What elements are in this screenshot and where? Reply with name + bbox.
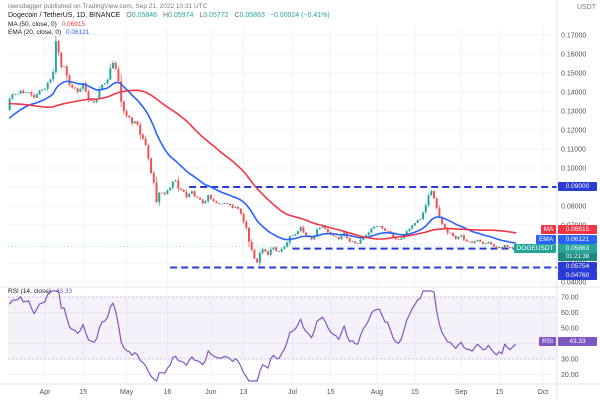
horizontal-level-lines (170, 186, 557, 269)
rsi-line (9, 290, 517, 382)
svg-text:0.17000: 0.17000 (561, 33, 586, 40)
last-price-value: 0.05863 (565, 245, 590, 252)
last-price-chip: 0.05863 01:21:38 (558, 244, 597, 261)
rsi-name-chip: RSI (539, 337, 556, 346)
svg-text:Apr: Apr (40, 389, 52, 396)
svg-text:0.10000: 0.10000 (561, 166, 586, 173)
svg-text:15: 15 (495, 389, 503, 396)
time-axis: Apr 15 May 16 Jun 13 Jul 15 Aug 15 Sep 15 Oct (40, 389, 549, 396)
svg-text:Jun: Jun (205, 389, 216, 396)
svg-text:15: 15 (79, 389, 87, 396)
svg-text:13: 13 (240, 389, 248, 396)
svg-text:0.04000: 0.04000 (561, 280, 586, 287)
ema-name-chip: EMA (536, 234, 556, 244)
level-price-chip-2: 0.05754 (558, 261, 597, 271)
ema20-line (8, 80, 517, 244)
rsi-value-chip: 43.33 (558, 337, 597, 346)
svg-text:20.00: 20.00 (561, 372, 579, 379)
svg-text:60.00: 60.00 (561, 310, 579, 317)
svg-text:0.11000: 0.11000 (561, 147, 586, 154)
svg-text:50.00: 50.00 (561, 326, 579, 333)
bar-countdown: 01:21:38 (558, 253, 597, 261)
svg-text:0.13000: 0.13000 (561, 109, 586, 116)
ma-name-chip: MA (541, 225, 556, 234)
svg-text:15: 15 (411, 389, 419, 396)
level-price-chip-3: 0.04760 (558, 271, 597, 280)
svg-text:Aug: Aug (371, 389, 384, 396)
svg-text:70.00: 70.00 (561, 295, 579, 302)
svg-text:Oct: Oct (537, 389, 548, 396)
ma50-line (8, 89, 517, 240)
ma-price-chip: 0.06915 (558, 225, 597, 234)
candlestick-series (8, 36, 517, 267)
svg-text:0.14000: 0.14000 (561, 90, 586, 97)
svg-text:Jul: Jul (288, 389, 297, 396)
svg-text:0.16000: 0.16000 (561, 52, 586, 59)
svg-text:Sep: Sep (455, 389, 468, 396)
price-axis: 0.17000 0.16000 0.15000 0.14000 0.13000 0.120… (561, 33, 586, 380)
level-price-chip-1: 0.09000 (558, 182, 597, 191)
rsi-band (8, 297, 557, 359)
svg-text:16: 16 (164, 389, 172, 396)
svg-text:0.08000: 0.08000 (561, 204, 586, 211)
svg-text:May: May (120, 389, 134, 396)
svg-text:0.15000: 0.15000 (561, 71, 586, 78)
grid (8, 28, 557, 382)
ema-price-chip: 0.06121 (558, 234, 597, 244)
svg-text:0.12000: 0.12000 (561, 128, 586, 135)
symbol-chip: DOGEUSDT (514, 244, 556, 253)
svg-text:15: 15 (327, 389, 335, 396)
svg-text:30.00: 30.00 (561, 357, 579, 364)
